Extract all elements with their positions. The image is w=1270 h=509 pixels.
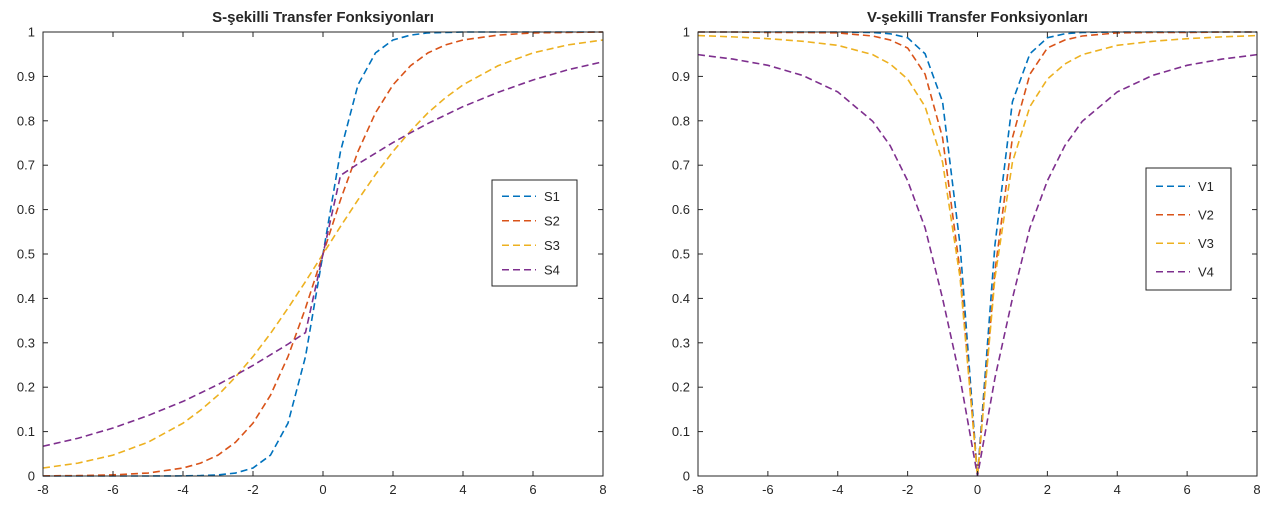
chart-1-x-tick-label: 8 — [1253, 482, 1260, 497]
chart-1-y-tick-label: 0.6 — [672, 202, 690, 217]
chart-0-legend: S1 S2 S3 S4 — [491, 179, 578, 287]
chart-1-y-tick-label: 0.4 — [672, 291, 690, 306]
chart-1-y-tick-label: 0.2 — [672, 380, 690, 395]
chart-1-legend-label-V4: V4 — [1198, 264, 1214, 279]
chart-1-title: V-şekilli Transfer Fonksiyonları — [867, 9, 1088, 26]
chart-0-x-tick-label: 2 — [389, 482, 396, 497]
chart-0-x-tick-label: -2 — [247, 482, 259, 497]
v-shaped-chart: -8 -6 -4 -2 0 2 4 6 8 0 0.1 0.2 0.3 0.4 0.5 0.6 0.7 0.8 0.… — [672, 9, 1261, 497]
chart-1-y-tick-label: 1 — [683, 25, 690, 40]
chart-0-y-tick-label: 0.4 — [17, 291, 35, 306]
chart-0-y-tick-label: 0.5 — [17, 247, 35, 262]
chart-1-x-tick-label: 4 — [1114, 482, 1121, 497]
chart-0-y-tick-label: 0.9 — [17, 69, 35, 84]
chart-0-series-S4-line — [42, 60, 604, 448]
chart-1-legend-label-V3: V3 — [1198, 236, 1214, 251]
chart-0-y-tick-label: 0 — [28, 469, 35, 484]
chart-1-y-tick-label: 0.9 — [672, 69, 690, 84]
chart-0-x-tick-label: -6 — [107, 482, 119, 497]
chart-0-x-tick-label: 0 — [319, 482, 326, 497]
chart-0-y-tick-label: 0.2 — [17, 380, 35, 395]
chart-0-legend-label-S1: S1 — [544, 189, 560, 204]
chart-1-y-tick-label: 0.3 — [672, 335, 690, 350]
chart-0-y-tick-label: 1 — [28, 25, 35, 40]
chart-1-series-V3-line — [697, 34, 1258, 477]
chart-1-legend: V1 V2 V3 V4 — [1145, 167, 1232, 291]
chart-0-x-tick-label: -8 — [37, 482, 49, 497]
chart-1-legend-label-V2: V2 — [1198, 207, 1214, 222]
chart-1-y-tick-label: 0 — [683, 469, 690, 484]
chart-1-x-tick-label: -4 — [832, 482, 844, 497]
chart-0-x-tick-label: -4 — [177, 482, 189, 497]
chart-1-y-tick-label: 0.1 — [672, 424, 690, 439]
chart-0-x-tick-label: 8 — [599, 482, 606, 497]
chart-1-x-tick-label: 2 — [1044, 482, 1051, 497]
chart-1-y-tick-label: 0.5 — [672, 247, 690, 262]
chart-0-title: S-şekilli Transfer Fonksiyonları — [212, 9, 434, 26]
chart-0-y-tick-label: 0.6 — [17, 202, 35, 217]
chart-1-legend-label-V1: V1 — [1198, 179, 1214, 194]
chart-0-y-tick-label: 0.3 — [17, 335, 35, 350]
chart-1-y-tick-label: 0.8 — [672, 113, 690, 128]
chart-1-x-tick-label: 6 — [1184, 482, 1191, 497]
chart-1-x-tick-label: 0 — [974, 482, 981, 497]
chart-0-y-tick-label: 0.7 — [17, 158, 35, 173]
chart-1-y-tick-label: 0.7 — [672, 158, 690, 173]
chart-1-legend-box — [1145, 167, 1232, 291]
chart-0-legend-label-S2: S2 — [544, 213, 560, 228]
chart-0-x-tick-label: 4 — [459, 482, 466, 497]
chart-0-x-tick-label: 6 — [529, 482, 536, 497]
s-shaped-chart: -8 -6 -4 -2 0 2 4 6 8 0 0.1 0.2 0.3 0.4 0.5 0.6 0.7 0.8 0.… — [17, 9, 607, 497]
chart-0-y-tick-label: 0.1 — [17, 424, 35, 439]
chart-1-x-tick-label: -6 — [762, 482, 774, 497]
chart-0-legend-label-S4: S4 — [544, 262, 560, 277]
chart-1-x-tick-label: -2 — [902, 482, 914, 497]
chart-0-legend-label-S3: S3 — [544, 238, 560, 253]
chart-0-legend-box — [491, 179, 578, 287]
chart-0-y-tick-label: 0.8 — [17, 113, 35, 128]
chart-1-x-tick-label: -8 — [692, 482, 704, 497]
